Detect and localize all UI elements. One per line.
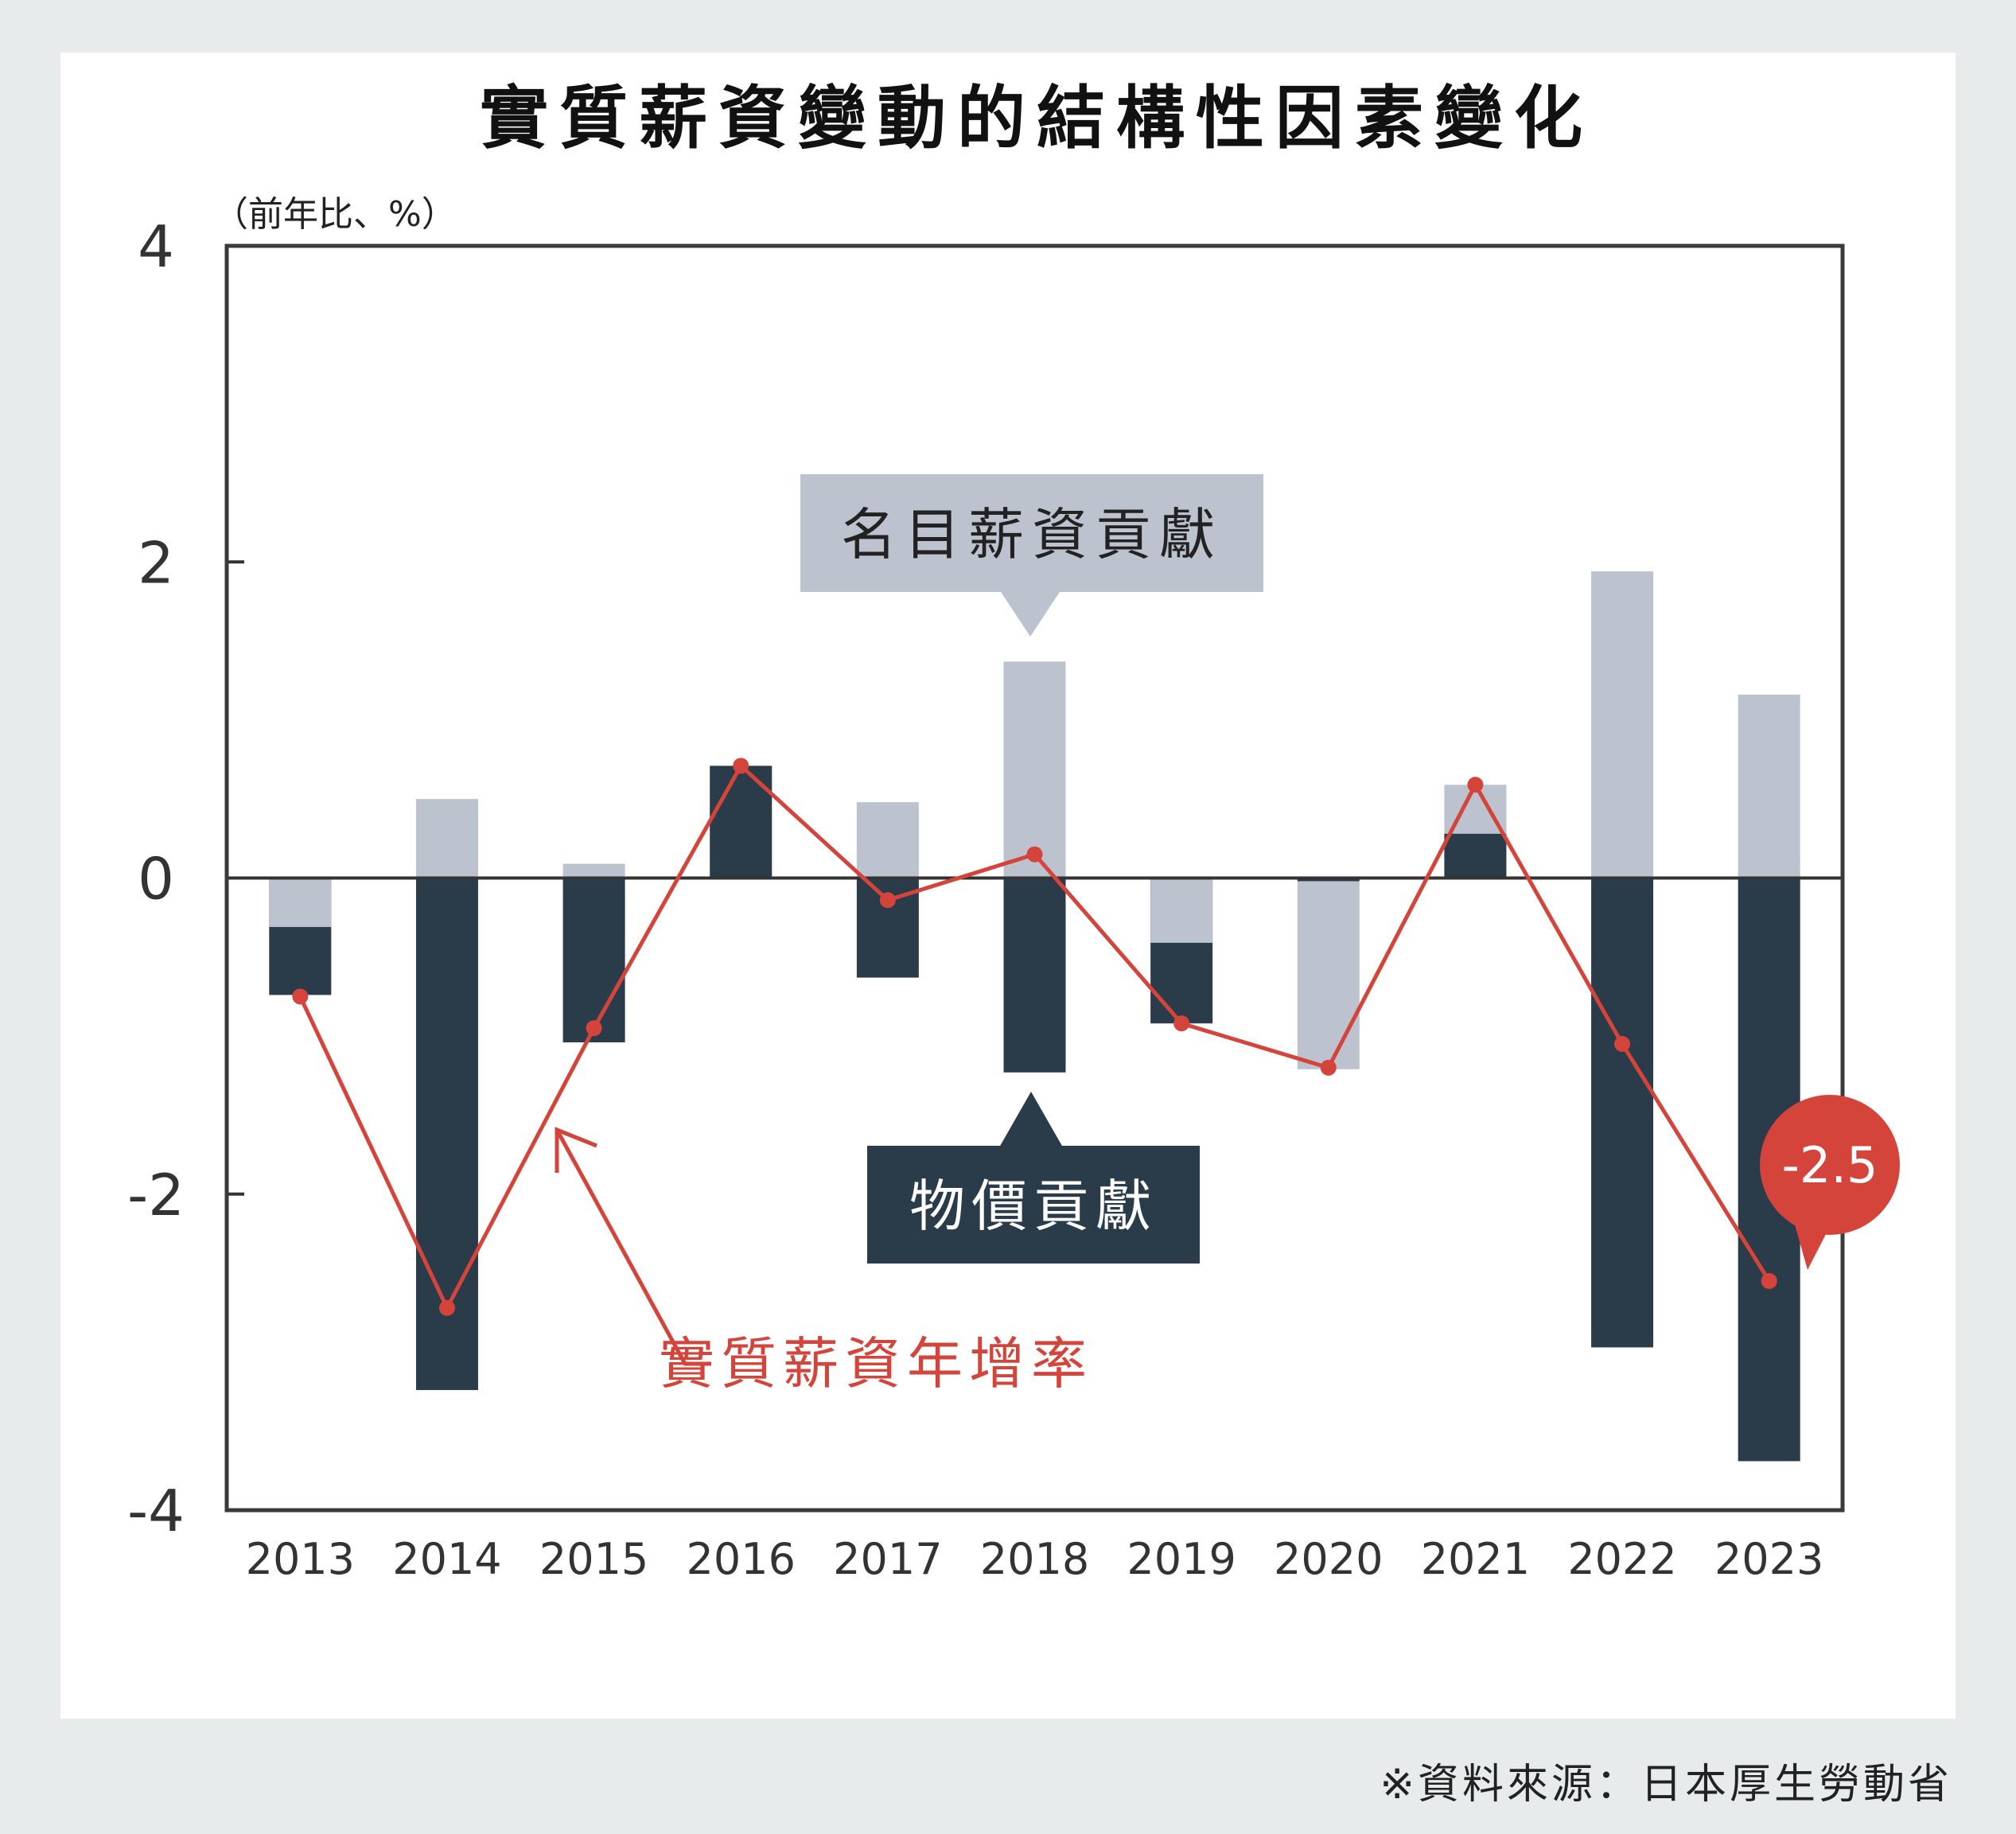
bar-nominal-contribution (1297, 878, 1360, 1069)
y-axis: 4 2 0 -2 -4 (127, 213, 244, 1544)
bar-nominal-contribution (1003, 661, 1066, 878)
bar-price-contribution (1591, 878, 1654, 1348)
real-wage-callout-arrow (555, 1128, 711, 1366)
y-tick-label: -4 (127, 1478, 185, 1544)
bar-nominal-contribution (1150, 878, 1213, 943)
bar-nominal-contribution (562, 863, 625, 878)
x-tick-label: 2015 (539, 1534, 648, 1584)
nominal-callout-box (800, 474, 1263, 592)
real-wage-callout: 實質薪資年增率 (555, 1127, 1093, 1396)
real-wage-point (1614, 1036, 1631, 1053)
chart-card: 實質薪資變動的結構性因素變化 （前年比、%） 4 2 0 -2 -4 2013 2014 2… (60, 53, 1956, 1719)
price-callout-pointer (999, 1092, 1063, 1147)
bar-nominal-contribution (856, 802, 919, 878)
x-tick-label: 2022 (1567, 1534, 1676, 1584)
real-wage-point (1026, 846, 1043, 862)
x-tick-label: 2017 (833, 1534, 942, 1584)
x-tick-label: 2013 (246, 1534, 355, 1584)
real-wage-callout-label: 實質薪資年增率 (659, 1331, 1093, 1396)
real-wage-point (1467, 777, 1484, 793)
x-axis: 2013 2014 2015 2016 2017 2018 2019 2020 2021 2022… (246, 1534, 1824, 1584)
highlight-bubble: -2.5 (1760, 1095, 1900, 1270)
y-tick-label: -2 (127, 1162, 185, 1229)
x-tick-label: 2021 (1421, 1534, 1530, 1584)
y-tick-label: 4 (138, 213, 174, 280)
bar-price-contribution (710, 765, 773, 878)
real-wage-point (879, 892, 896, 909)
x-tick-label: 2020 (1274, 1534, 1383, 1584)
source-note: ※資料來源：日本厚生勞動省 (1380, 1761, 1952, 1809)
bar-nominal-contribution (1591, 571, 1654, 878)
bar-price-contribution (562, 878, 625, 1043)
y-tick-label: 0 (138, 846, 174, 913)
bar-price-contribution (1003, 878, 1066, 1073)
real-wage-point (1173, 1015, 1190, 1032)
real-wage-point (1320, 1059, 1337, 1076)
real-wage-callout-arrowhead (555, 1127, 597, 1173)
real-wage-point (586, 1020, 602, 1037)
highlight-bubble-circle (1760, 1095, 1900, 1235)
chart-title: 實質薪資變動的結構性因素變化 (480, 79, 1594, 158)
real-wage-point (292, 988, 309, 1005)
bar-nominal-contribution (1738, 695, 1800, 878)
x-tick-label: 2019 (1127, 1534, 1236, 1584)
real-wage-point (733, 757, 749, 774)
real-wage-point (438, 1299, 455, 1316)
x-tick-label: 2014 (392, 1534, 501, 1584)
bars (269, 571, 1800, 1462)
chart: 實質薪資變動的結構性因素變化 （前年比、%） 420-2-4 2013 2014 2… (127, 79, 1900, 1584)
highlight-bubble-label: -2.5 (1782, 1136, 1878, 1194)
bar-nominal-contribution (415, 799, 478, 878)
y-axis-unit: （前年比、%） (213, 194, 457, 235)
y-tick-label: 2 (138, 529, 174, 596)
price-callout-label: 物價貢獻 (909, 1174, 1158, 1239)
x-tick-label: 2023 (1714, 1534, 1823, 1584)
bar-nominal-contribution (269, 878, 332, 928)
real-wage-point (1761, 1272, 1777, 1289)
real-wage-line (292, 757, 1777, 1316)
bar-price-contribution (1444, 833, 1507, 878)
plot-frame (224, 243, 1845, 1513)
nominal-callout-pointer (1001, 592, 1060, 637)
nominal-callout-label: 名目薪資貢獻 (841, 502, 1223, 567)
x-tick-label: 2016 (687, 1534, 796, 1584)
nominal-callout: 名目薪資貢獻 (800, 474, 1263, 637)
price-callout: 物價貢獻 (867, 1092, 1200, 1264)
price-callout-box (867, 1146, 1200, 1264)
x-tick-label: 2018 (980, 1534, 1089, 1584)
